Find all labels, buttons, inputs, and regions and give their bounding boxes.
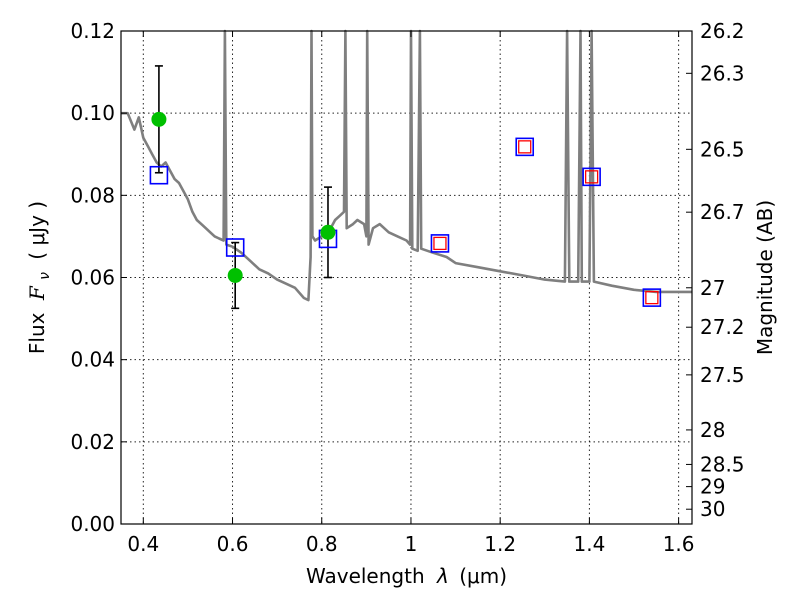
y-tick-label: 0.00 — [70, 512, 115, 536]
y-tick-label: 0.08 — [70, 183, 115, 207]
y2-tick-label: 30 — [700, 497, 725, 521]
x-tick-label: 0.4 — [127, 532, 159, 556]
data-points — [149, 65, 662, 310]
y-axis-label-unit: ( μJy ) — [25, 201, 49, 260]
y-tick-label: 0.06 — [70, 266, 115, 290]
model-flux-box — [582, 167, 601, 187]
y2-tick-label: 26.7 — [700, 200, 745, 224]
x-axis-label-symbol: λ — [436, 564, 449, 588]
y-tick-label: 0.02 — [70, 430, 115, 454]
y2-tick-label: 27.5 — [700, 363, 745, 387]
model-flux-box — [430, 234, 450, 253]
x-tick-label: 1 — [405, 532, 418, 556]
y2-tick-label: 26.3 — [700, 61, 745, 85]
y2-tick-label: 28 — [700, 418, 725, 442]
x-axis-label-unit: (μm) — [459, 564, 507, 588]
x-axis-label-prefix: Wavelength — [306, 564, 425, 588]
grid — [121, 30, 692, 525]
predicted-flux-box — [518, 140, 532, 154]
y2-tick-label: 27 — [700, 276, 725, 300]
y2-tick-label: 26.2 — [700, 19, 745, 43]
sed-curve — [121, 29, 692, 302]
observed-flux-point — [320, 224, 336, 240]
observed-flux-point — [151, 111, 167, 127]
model-flux-box — [225, 238, 245, 257]
x-axis-label: Wavelength λ (μm) — [306, 564, 507, 588]
y-axis-label-symbol: F — [25, 285, 49, 301]
x-tick-label: 1.4 — [573, 532, 605, 556]
x-tick-label: 0.8 — [306, 532, 338, 556]
model-sed — [121, 29, 692, 302]
y-tick-label: 0.10 — [70, 101, 115, 125]
axis-ticks: 0.4 0.6 0.8 1 1.2 1.4 1.6 0.00 0.02 0.04 0.06 0.08 0… — [70, 19, 744, 556]
y2-tick-label: 28.5 — [700, 452, 745, 476]
y2-tick-label: 27.2 — [700, 315, 745, 339]
y-axis-label: Flux F ν ( μJy ) — [25, 201, 54, 354]
y2-tick-label: 29 — [700, 475, 725, 499]
observed-flux-point — [227, 267, 243, 283]
x-tick-label: 1.6 — [663, 532, 695, 556]
predicted-flux-box — [433, 236, 447, 251]
y-axis-label-prefix: Flux — [25, 312, 49, 354]
model-flux-box — [515, 137, 535, 157]
predicted-flux-box — [584, 170, 599, 184]
predicted-flux-box — [645, 290, 659, 305]
x-tick-label: 1.2 — [484, 532, 516, 556]
x-tick-label: 0.6 — [217, 532, 249, 556]
model-flux-box — [642, 288, 662, 307]
y-axis-label-subscript: ν — [37, 272, 53, 280]
y-tick-label: 0.12 — [70, 19, 115, 43]
secondary-y-axis-label: Magnitude (AB) — [753, 200, 777, 355]
y-tick-label: 0.04 — [70, 348, 115, 372]
model-flux-box — [149, 165, 169, 185]
y2-tick-label: 26.5 — [700, 137, 745, 161]
